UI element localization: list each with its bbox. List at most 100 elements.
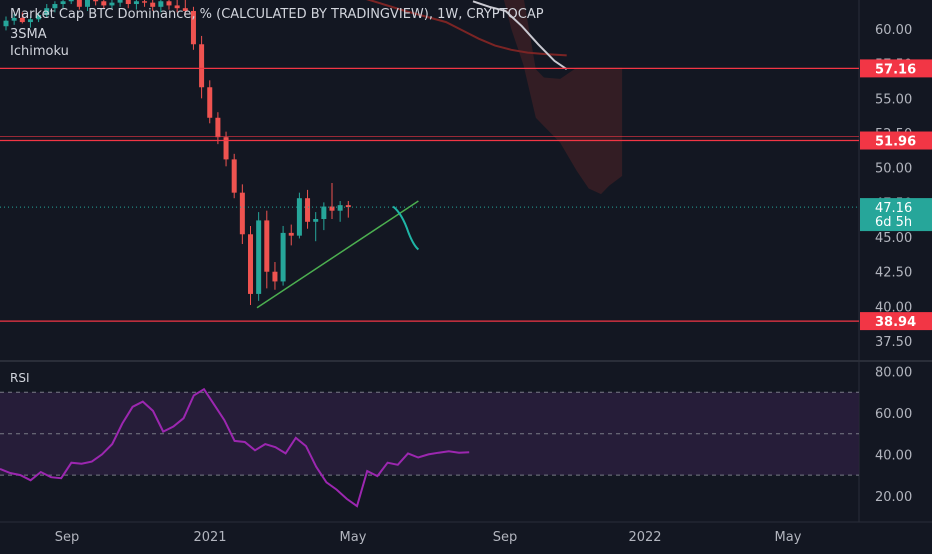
time-tick-label: May [340, 530, 367, 545]
sma-fast-line [472, 0, 568, 71]
candle-body [44, 8, 50, 16]
candle [280, 225, 286, 286]
candle [199, 35, 205, 99]
candle [166, 0, 172, 10]
candle [272, 262, 278, 290]
candle-body [19, 17, 25, 23]
candle [109, 0, 115, 10]
last-price-label: 47.16 [875, 201, 912, 216]
candle [68, 0, 74, 5]
candle [239, 184, 245, 244]
candle [288, 224, 294, 246]
candle [174, 0, 180, 13]
level-label-background [860, 131, 932, 150]
candle-body [239, 192, 245, 235]
main-pane [3, 0, 623, 306]
level-label-background [860, 312, 932, 331]
level-label: 38.94 [875, 315, 916, 330]
sma-legend-label[interactable]: 3SMA [10, 27, 47, 42]
candle-body [85, 0, 90, 7]
price-tick-label: 40.00 [875, 300, 912, 315]
price-tick-label: 55.00 [875, 92, 912, 107]
candle-body [190, 10, 196, 45]
rsi-line [0, 387, 470, 508]
level-label-background [860, 59, 932, 78]
candle-body [272, 271, 278, 282]
countdown-label: 6d 5h [875, 215, 912, 230]
candle-body [150, 2, 156, 7]
candle-body [109, 2, 115, 6]
ichimoku-legend-label[interactable]: Ichimoku [10, 44, 69, 59]
candle-body [337, 205, 343, 211]
candle-body [11, 17, 17, 21]
candle-body [207, 87, 213, 118]
candle-body [68, 0, 74, 2]
candle [52, 1, 58, 13]
candle-body [223, 137, 229, 160]
rsi-tick-label: 20.00 [875, 490, 912, 505]
candle [329, 182, 335, 220]
candle-body [27, 19, 33, 23]
time-tick-label: May [775, 530, 802, 545]
candle-body [248, 234, 253, 294]
rsi-tick-label: 60.00 [875, 407, 912, 422]
candle [60, 0, 66, 9]
price-tick-label: 50.00 [875, 162, 912, 177]
ichimoku-cloud [503, 0, 623, 195]
candle-body [101, 1, 107, 6]
candle [19, 12, 25, 24]
candle-body [182, 8, 188, 11]
time-tick-label: Sep [493, 530, 518, 545]
candle-body [296, 198, 302, 236]
level-label: 57.16 [875, 62, 916, 77]
time-tick-label: 2022 [628, 530, 661, 545]
candle-body [93, 0, 99, 2]
candle-body [199, 44, 205, 88]
rsi-pane-label: RSI [10, 371, 30, 385]
candle [158, 0, 164, 13]
candle [11, 13, 17, 25]
candle [117, 0, 123, 7]
candle [231, 153, 237, 199]
candle-body [305, 198, 311, 222]
candle [296, 192, 302, 239]
candle [248, 225, 253, 306]
time-tick-label: 2021 [193, 530, 226, 545]
candle-body [288, 232, 294, 236]
candle-body [231, 159, 237, 193]
candle [36, 12, 42, 23]
sma-slow-line [366, 0, 567, 57]
candle-body [215, 117, 221, 138]
candle-body [3, 20, 9, 27]
candle-body [52, 4, 58, 9]
candle-body [264, 220, 270, 272]
candle [223, 131, 229, 167]
candle [313, 212, 319, 242]
candle-body [158, 1, 164, 7]
candle-body [76, 0, 82, 7]
level-label: 51.96 [875, 135, 916, 150]
candle [3, 16, 9, 31]
rsi-tick-label: 40.00 [875, 448, 912, 463]
candle [264, 210, 270, 289]
candle [150, 0, 156, 11]
candle-body [125, 0, 131, 5]
candle-body [174, 5, 180, 9]
candle [305, 189, 311, 229]
projection-curve [392, 205, 420, 251]
rsi-pane [0, 387, 859, 508]
price-tick-label: 37.50 [875, 335, 912, 350]
last-price-label-background [860, 198, 932, 232]
candle [125, 0, 131, 9]
price-tick-label: 42.50 [875, 266, 912, 281]
candle [133, 0, 139, 10]
candle-body [166, 1, 172, 6]
candle-body [321, 206, 327, 220]
rsi-tick-label: 80.00 [875, 366, 912, 381]
candle [190, 6, 196, 50]
trend-line [256, 200, 419, 309]
candle [142, 0, 148, 7]
candle-body [280, 232, 286, 282]
